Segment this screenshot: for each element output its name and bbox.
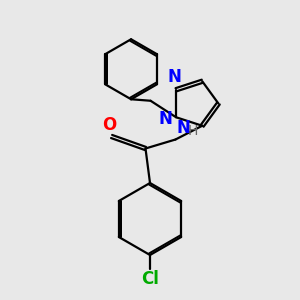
Text: N: N (159, 110, 172, 128)
Text: H: H (188, 124, 199, 138)
Text: Cl: Cl (141, 270, 159, 288)
Text: O: O (102, 116, 116, 134)
Text: N: N (177, 119, 191, 137)
Text: N: N (168, 68, 182, 86)
